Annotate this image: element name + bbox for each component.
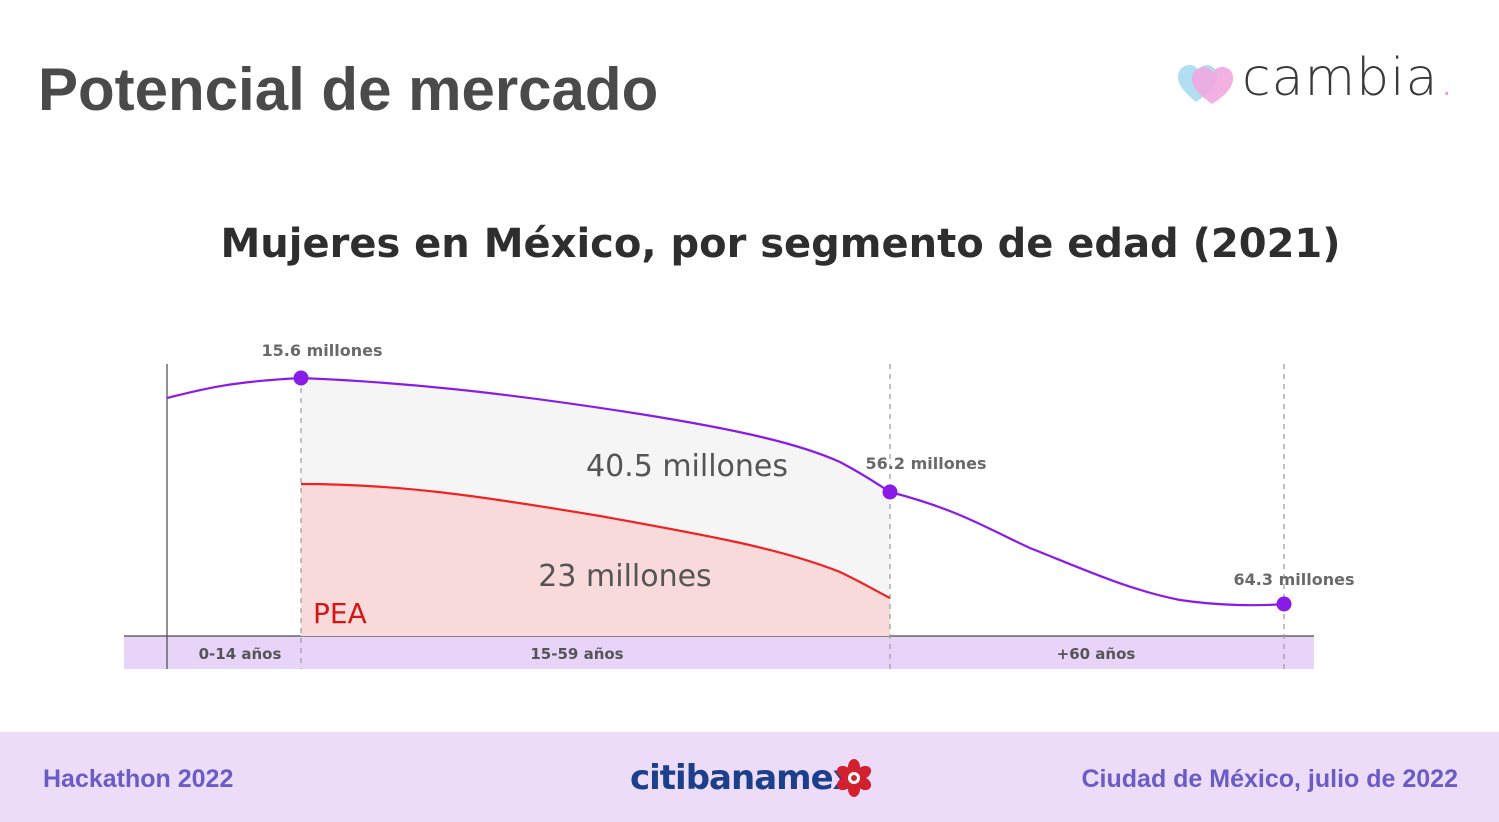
event-location-date: Ciudad de México, julio de 2022 bbox=[1081, 765, 1459, 793]
chart-title: Mujeres en México, por segmento de edad … bbox=[220, 221, 1341, 267]
age-axis-band bbox=[124, 636, 1314, 669]
logo-wordmark: cambia. bbox=[1242, 48, 1456, 108]
sponsor-logo: citibanamex bbox=[630, 756, 880, 802]
sponsor-flower-icon bbox=[836, 759, 872, 797]
total-population-line bbox=[166, 376, 1285, 607]
area-label-total: 40.5 millones bbox=[586, 449, 788, 484]
segment-label-1: 0-14 años bbox=[199, 645, 282, 663]
pea-label: PEA bbox=[313, 597, 367, 630]
area-label-pea: 23 millones bbox=[538, 559, 711, 594]
marker-label-1: 15.6 millones bbox=[262, 341, 383, 360]
marker-point-2 bbox=[882, 484, 898, 500]
marker-label-3: 64.3 millones bbox=[1234, 570, 1355, 589]
heart-logo-icon bbox=[1178, 65, 1234, 104]
women-age-segment-chart: 15.6 millones 56.2 millones 64.3 millone… bbox=[124, 341, 1355, 669]
footer-bar: Hackathon 2022 citibanamex Ciudad de Méx… bbox=[0, 732, 1499, 822]
logo-dot: . bbox=[1438, 48, 1456, 108]
event-name: Hackathon 2022 bbox=[43, 765, 234, 793]
cambia-logo: cambia. bbox=[1178, 48, 1468, 112]
marker-label-2: 56.2 millones bbox=[866, 454, 987, 473]
pea-line bbox=[300, 482, 891, 599]
sponsor-wordmark: citibanamex bbox=[630, 758, 855, 798]
segment-label-3: +60 años bbox=[1057, 645, 1136, 663]
page-title: Potencial de mercado bbox=[38, 56, 659, 123]
marker-point-1 bbox=[293, 370, 309, 386]
marker-point-3 bbox=[1276, 596, 1292, 612]
pea-area bbox=[301, 484, 890, 636]
segment-label-2: 15-59 años bbox=[530, 645, 623, 663]
